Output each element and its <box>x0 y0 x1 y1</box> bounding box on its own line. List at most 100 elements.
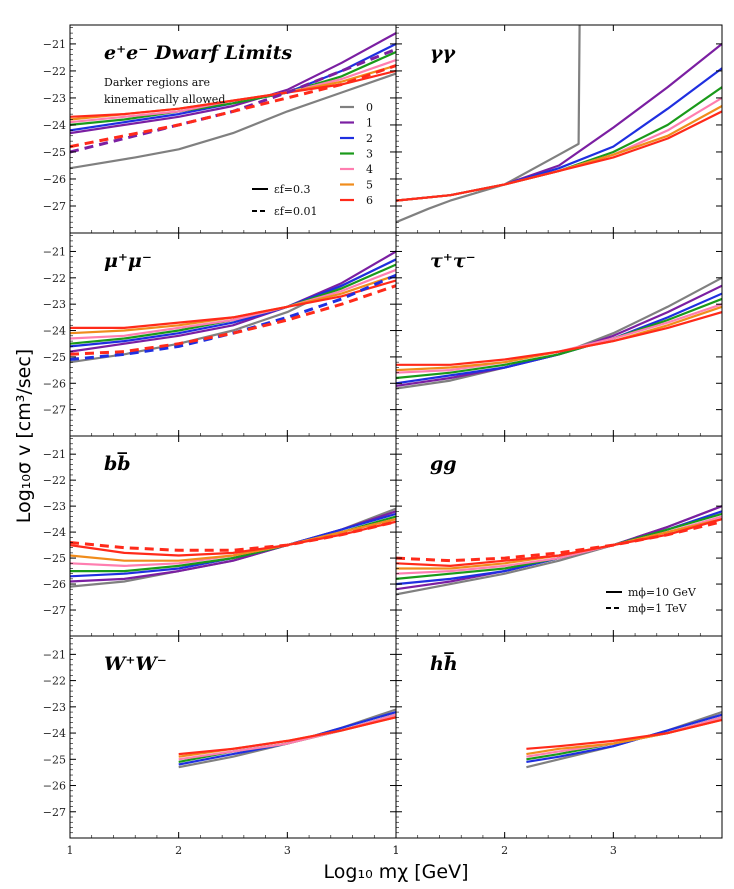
y-tick-label: −22 <box>43 675 66 688</box>
series-line-mass-6-dashed <box>70 64 396 149</box>
mass-legend: 0 1 2 3 4 5 6 <box>340 101 373 207</box>
series-group <box>178 708 396 769</box>
y-tick-label: −27 <box>43 604 66 617</box>
y-tick-label: −27 <box>43 200 66 213</box>
y-tick-label: −25 <box>43 146 66 159</box>
series-group <box>70 250 396 364</box>
legend-mass-label-6: 6 <box>366 194 373 207</box>
y-tick-label: −27 <box>43 404 66 417</box>
panel-7: −27 −26 −25 −24 −23 −22 −21 1 2 3 1 W⁺W⁻ <box>43 635 400 857</box>
legend-mass-label-3: 3 <box>366 148 373 161</box>
series-line-mass-3-solid <box>70 50 396 126</box>
x-tick-label: 3 <box>284 844 291 857</box>
series-line-mass-3-solid <box>396 297 722 380</box>
series-group <box>396 276 722 390</box>
series-group <box>70 507 396 588</box>
y-tick-label: −23 <box>43 298 66 311</box>
x-tick-label: 1 <box>393 844 400 857</box>
series-line-mass-1-solid <box>70 32 396 135</box>
legend-mass-label-1: 1 <box>366 117 373 130</box>
series-line-mass-6-solid <box>70 279 396 329</box>
y-tick-label: −24 <box>43 119 66 132</box>
series-line-mass-2-solid <box>396 67 722 202</box>
series-line-mass-1-solid <box>396 505 722 591</box>
series-line-mass-2-solid <box>526 713 722 763</box>
panel-title: hh̅ <box>430 653 458 675</box>
panel-6: gg <box>395 435 723 637</box>
series-line-mass-6-solid <box>396 311 722 366</box>
y-tick-label: −22 <box>43 474 66 487</box>
legend-mphi-solid-label: mϕ=10 GeV <box>628 586 697 599</box>
series-group <box>396 25 722 224</box>
legend-eps-dashed-label: εf=0.01 <box>274 205 317 218</box>
y-tick-label: −25 <box>43 351 66 364</box>
panel-title: gg <box>430 453 457 475</box>
y-tick-label: −23 <box>43 500 66 513</box>
series-line-mass-0-solid <box>396 25 581 224</box>
panel-title: W⁺W⁻ <box>104 653 167 675</box>
y-tick-label: −26 <box>43 780 66 793</box>
legend-mass-label-4: 4 <box>366 163 373 176</box>
series-group <box>70 32 396 170</box>
series-line-mass-6-dashed <box>70 284 396 356</box>
series-group <box>526 711 722 769</box>
x-axis-label: Log₁₀ mχ [GeV] <box>324 861 469 883</box>
series-line-mass-0-solid <box>70 72 396 170</box>
panels-group: −27 −26 −25 −24 −23 −22 −21 e⁺e⁻ Dwarf Limits γγ… <box>43 24 723 857</box>
annotation-line-1: Darker regions are <box>104 76 210 89</box>
series-line-mass-1-solid <box>70 250 396 353</box>
y-tick-label: −24 <box>43 727 66 740</box>
x-tick-label: 2 <box>501 844 508 857</box>
panel-title: τ⁺τ⁻ <box>430 250 476 272</box>
y-tick-label: −23 <box>43 701 66 714</box>
series-line-mass-3-solid <box>70 515 396 573</box>
y-tick-label: −24 <box>43 325 66 338</box>
y-tick-label: −22 <box>43 272 66 285</box>
legend-eps-solid-label: εf=0.3 <box>274 183 310 196</box>
y-tick-label: −24 <box>43 526 66 539</box>
y-tick-label: −26 <box>43 173 66 186</box>
panel-3: −27 −26 −25 −24 −23 −22 −21 μ⁺μ⁻ <box>43 232 397 437</box>
panel-title: γγ <box>430 42 457 64</box>
panel-8: 1 2 3 hh̅ <box>393 635 723 857</box>
x-tick-label: 3 <box>610 844 617 857</box>
panel-title: μ⁺μ⁻ <box>104 250 152 272</box>
y-tick-label: −26 <box>43 578 66 591</box>
series-line-mass-2-solid <box>70 258 396 348</box>
series-line-mass-6-dashed <box>70 520 396 552</box>
panel-1: −27 −26 −25 −24 −23 −22 −21 e⁺e⁻ Dwarf Limits <box>43 24 397 234</box>
series-line-mass-6-solid <box>178 716 396 756</box>
legend-mass-label-5: 5 <box>366 179 373 192</box>
legend-mphi-dashed-label: mϕ=1 TeV <box>628 602 688 615</box>
series-line-mass-0-solid <box>70 258 396 364</box>
panel-title: e⁺e⁻ Dwarf Limits <box>104 42 292 64</box>
y-tick-label: −25 <box>43 552 66 565</box>
panel-title: bb̅ <box>104 453 131 475</box>
series-line-mass-6-dashed <box>396 520 722 563</box>
x-tick-label: 2 <box>175 844 182 857</box>
series-line-mass-4-solid <box>70 268 396 340</box>
legend-mass-label-0: 0 <box>366 101 373 114</box>
y-tick-label: −21 <box>43 648 66 661</box>
series-line-mass-5-solid <box>396 305 722 372</box>
y-tick-label: −21 <box>43 245 66 258</box>
y-tick-label: −22 <box>43 65 66 78</box>
legend-mass-label-2: 2 <box>366 132 373 145</box>
series-line-mass-0-solid <box>396 276 722 390</box>
panel-frame <box>395 635 723 839</box>
y-tick-label: −21 <box>43 38 66 51</box>
series-group <box>396 505 722 596</box>
x-tick-label: 1 <box>393 844 400 857</box>
y-tick-label: −21 <box>43 448 66 461</box>
y-tick-label: −23 <box>43 92 66 105</box>
series-line-mass-6-solid <box>396 110 722 202</box>
series-line-mass-4-solid <box>396 96 722 202</box>
y-tick-label: −25 <box>43 753 66 766</box>
panel-5: −27 −26 −25 −24 −23 −22 −21 bb̅ <box>43 435 397 637</box>
x-tick-label: 1 <box>67 844 74 857</box>
y-tick-label: −27 <box>43 806 66 819</box>
y-axis-label: Log₁₀σ v [cm³/sec] <box>13 349 35 523</box>
series-line-mass-2-solid <box>70 512 396 578</box>
series-line-mass-5-solid <box>70 518 396 562</box>
